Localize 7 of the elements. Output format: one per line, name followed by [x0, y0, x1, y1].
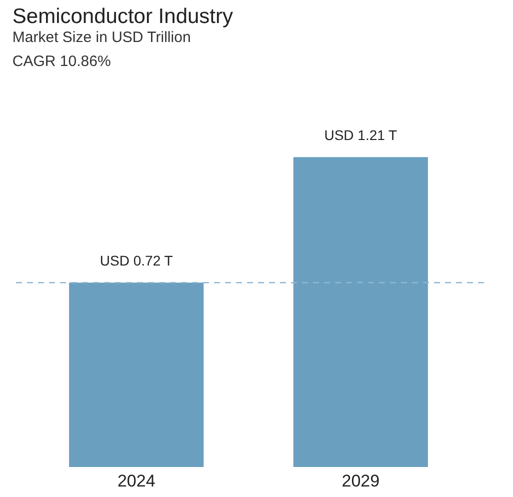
- text: CAGR 10.86%: [12, 53, 111, 70]
- chart-subtitle: Market Size in USD Trillion: [12, 29, 191, 46]
- data-label: USD 0.72 T: [100, 252, 174, 269]
- data-label: USD 1.21 T: [324, 127, 398, 144]
- x-tick-label: 2029: [342, 472, 380, 490]
- x-tick-label: 2024: [117, 472, 156, 490]
- chart-title: Semiconductor Industry: [12, 5, 234, 28]
